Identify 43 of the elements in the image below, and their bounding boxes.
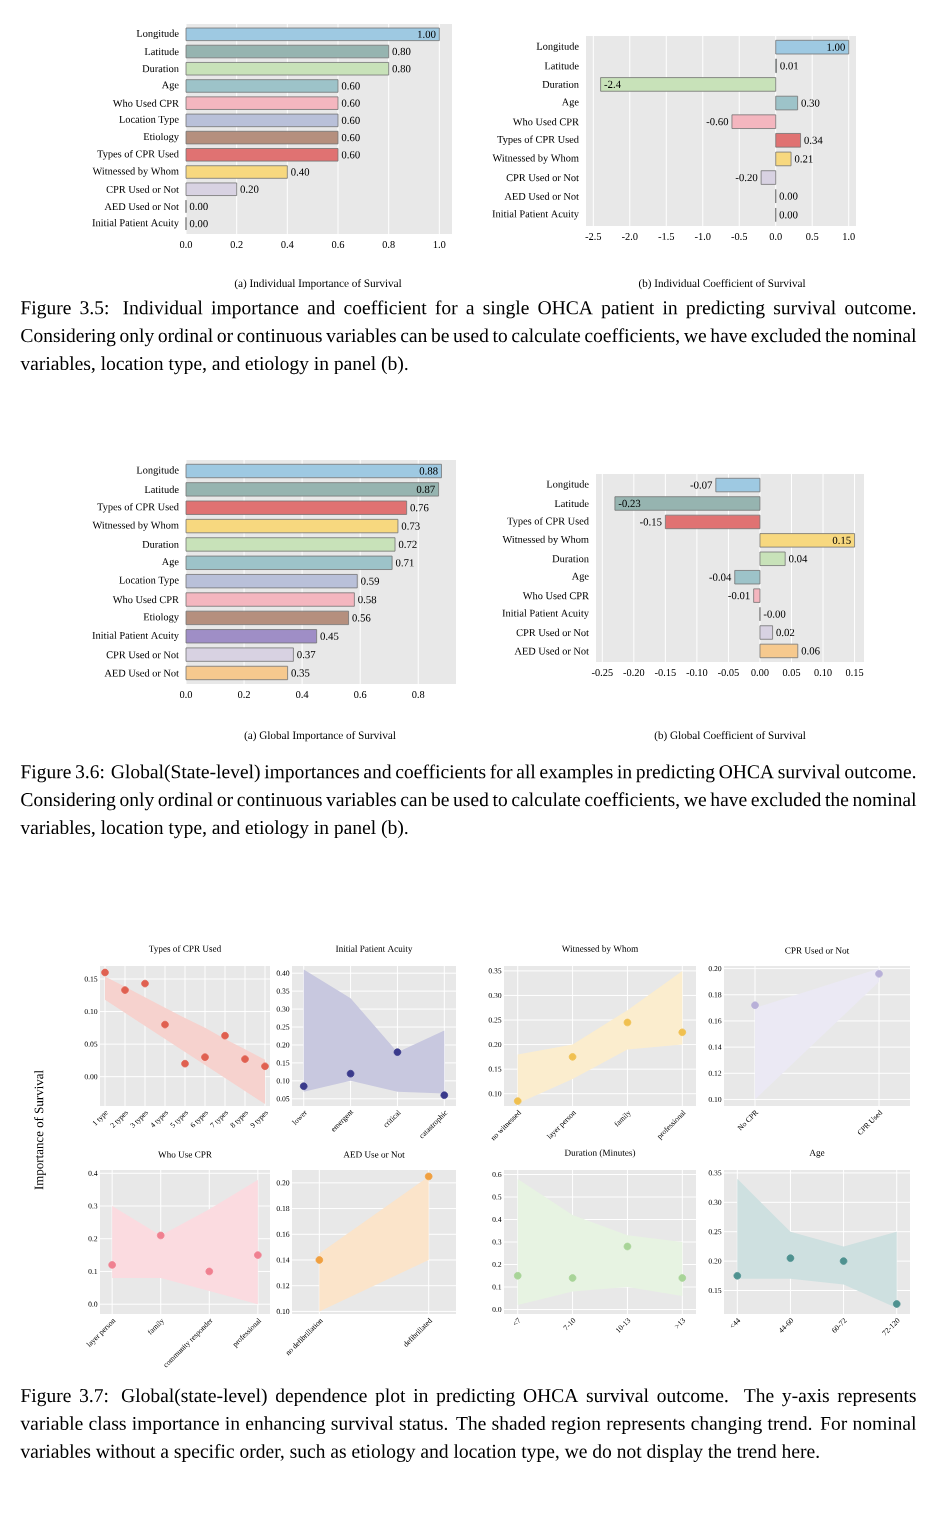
point [156,1231,165,1240]
bar [185,610,349,626]
point [440,1091,449,1100]
point [299,1082,308,1091]
point [513,1271,522,1280]
bar [760,170,777,185]
bar [185,518,399,534]
bar [759,625,773,640]
caption: Figure 3.6: Global(State-level) importances and coefficients for all examples in predicting OHCA survival outcome. Considering only ordinal or continuous variables can be used to calculate coefficients, we have excluded the nominal variables, location type, and etiology in panel (b). [20,764,917,839]
point [205,1267,214,1276]
point [678,1274,687,1282]
bar [600,77,777,92]
point [678,1028,687,1037]
point [121,986,129,994]
point [261,1062,269,1071]
bar [185,463,442,479]
point [141,979,149,988]
point [892,1300,901,1308]
bar [715,477,761,493]
point [623,1242,632,1251]
point [786,1254,795,1262]
point [221,1031,229,1040]
caption: Figure 3.7: Global(state-level) dependence plot in predicting OHCA survival outcome. The y-axis represents variable class importance in enhancing survival status. The shaded region represents changing trend. For nominal variables without a specific order, such as etiology and location type, we do not display the trend here. [20,1388,917,1462]
point [181,1059,189,1068]
point [254,1251,262,1259]
point [733,1272,742,1280]
bar [185,665,289,681]
point [839,1257,848,1265]
point [108,1261,116,1269]
point [568,1274,577,1282]
point [513,1097,522,1105]
point [241,1055,249,1063]
point [101,968,109,977]
point [201,1053,209,1061]
point [623,1018,632,1027]
bar [759,643,799,659]
point [161,1020,169,1029]
point [346,1069,355,1078]
point [393,1048,402,1056]
caption: Figure 3.5: Individual importance and coefficient for a single OHCA patient in predicting survival outcome. Considering only ordinal or continuous variables can be used to calculate coefficients, we have excluded the nominal variables, location type, and etiology in panel (b). [20,300,917,375]
bar [185,27,440,42]
bar [185,44,390,59]
point [568,1053,577,1061]
